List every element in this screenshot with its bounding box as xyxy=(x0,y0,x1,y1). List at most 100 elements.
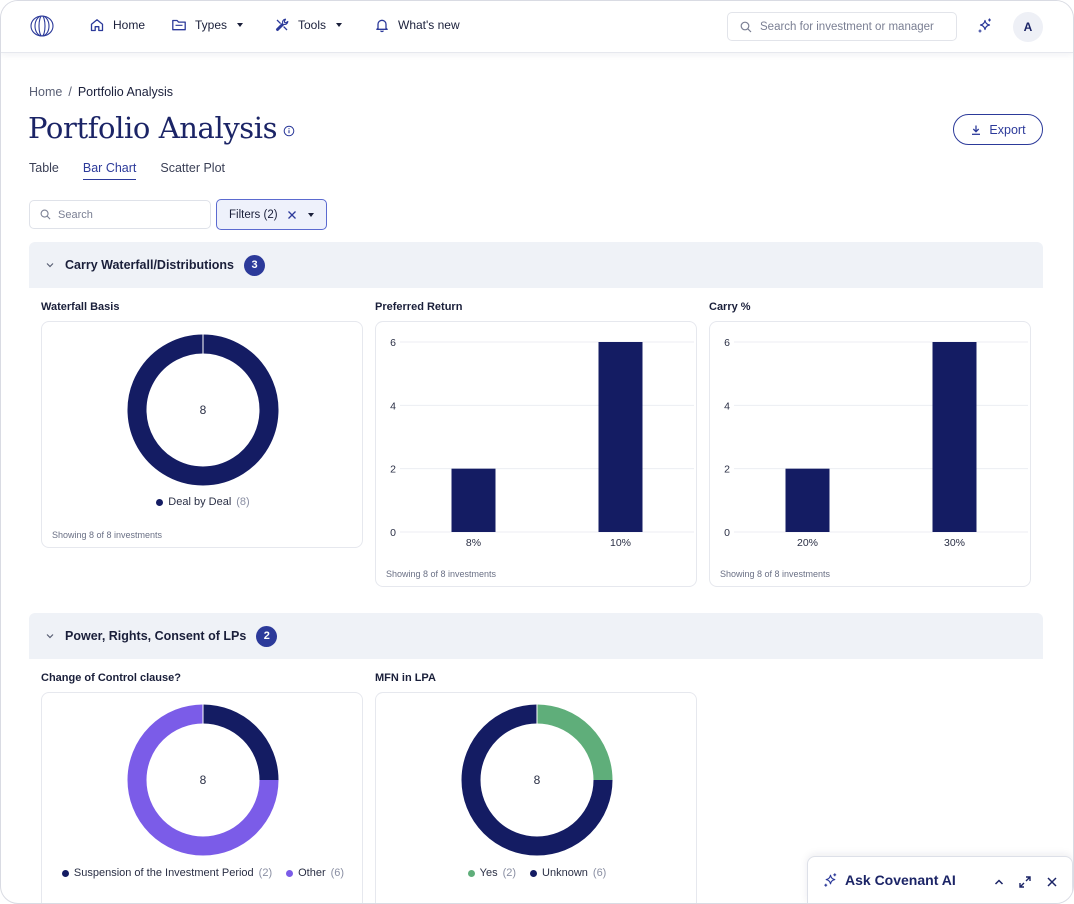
x-tick-label: 10% xyxy=(610,537,631,549)
chart-card-carry-percent: 0 2 4 6 20% 30% Showing 8 of 8 investments xyxy=(709,321,1031,587)
legend-dot xyxy=(530,869,538,877)
nav-whats-new[interactable]: What's new xyxy=(374,17,460,33)
bar[interactable] xyxy=(932,342,977,532)
chart-card-change-of-control: 8 Suspension of the Investment Period (2)… xyxy=(41,692,364,903)
tab-scatter-plot[interactable]: Scatter Plot xyxy=(160,161,226,175)
showing-count: Showing 8 of 8 investments xyxy=(720,569,831,579)
section-title: Power, Rights, Consent of LPs xyxy=(65,629,247,643)
nav-types[interactable]: Types xyxy=(171,17,244,33)
chart-legend: Yes (2) Unknown (6) xyxy=(376,867,698,879)
legend-count: (8) xyxy=(236,496,250,508)
chart-legend: Suspension of the Investment Period (2) Ot… xyxy=(42,867,364,879)
y-tick-label: 6 xyxy=(724,337,730,349)
legend-label: Deal by Deal xyxy=(168,496,232,508)
y-tick-label: 6 xyxy=(390,337,396,349)
donut-center-label: 8 xyxy=(534,773,541,787)
legend-item[interactable]: Unknown (6) xyxy=(530,867,606,879)
logo-icon[interactable] xyxy=(29,14,55,38)
filters-button[interactable]: Filters (2) xyxy=(216,199,327,230)
filters-label: Filters (2) xyxy=(229,208,278,221)
bar[interactable] xyxy=(598,342,643,532)
breadcrumb: Home / Portfolio Analysis xyxy=(29,85,173,99)
breadcrumb-current: Portfolio Analysis xyxy=(77,85,174,99)
top-navigation: Home Types Tools What's new A xyxy=(1,1,1073,53)
y-tick-label: 2 xyxy=(390,464,396,476)
folder-icon xyxy=(172,19,186,31)
legend-count: (2) xyxy=(502,867,517,879)
info-icon[interactable] xyxy=(283,125,295,137)
legend-item[interactable]: Suspension of the Investment Period (2) xyxy=(61,867,272,879)
chart-title: MFN in LPA xyxy=(375,672,436,684)
tab-table[interactable]: Table xyxy=(29,161,59,175)
donut-chart: 8 xyxy=(461,704,613,856)
legend-dot xyxy=(61,869,69,877)
donut-chart: 8 xyxy=(127,704,279,856)
legend-label: Suspension of the Investment Period xyxy=(73,867,254,879)
showing-count: Showing 8 of 8 investments xyxy=(52,530,163,540)
bar[interactable] xyxy=(785,468,830,532)
bar-chart: 0 2 4 6 8% 10% xyxy=(390,337,694,549)
y-tick-label: 4 xyxy=(390,400,396,412)
sparkle-icon[interactable] xyxy=(976,17,994,35)
donut-chart: 8 xyxy=(127,334,279,486)
legend-count: (6) xyxy=(592,867,607,879)
showing-count: Showing 8 of 8 investments xyxy=(386,569,497,579)
donut-slice[interactable] xyxy=(461,704,613,856)
view-tabs: Table Bar Chart Scatter Plot xyxy=(29,161,249,180)
legend-count: (6) xyxy=(330,867,345,879)
expand-icon[interactable] xyxy=(1018,875,1032,889)
donut-center-label: 8 xyxy=(200,403,207,417)
x-tick-label: 20% xyxy=(797,537,818,549)
tools-icon xyxy=(275,18,289,32)
chevron-down-icon[interactable] xyxy=(307,212,314,217)
search-field[interactable] xyxy=(29,200,211,229)
global-search[interactable] xyxy=(727,12,957,41)
export-label: Export xyxy=(989,122,1026,137)
count-badge: 2 xyxy=(256,625,278,647)
chart-card-waterfall-basis: 8 Deal by Deal (8) Showing 8 of 8 investm… xyxy=(41,321,363,548)
y-tick-label: 4 xyxy=(724,400,730,412)
y-tick-label: 0 xyxy=(724,527,730,539)
breadcrumb-home[interactable]: Home xyxy=(29,85,63,99)
chart-title: Carry % xyxy=(709,301,751,313)
close-icon[interactable] xyxy=(287,210,297,220)
legend-item[interactable]: Deal by Deal (8) xyxy=(156,496,250,508)
bar[interactable] xyxy=(451,468,496,532)
section-header-carry-waterfall[interactable]: Carry Waterfall/Distributions 3 xyxy=(29,242,1043,288)
legend-dot xyxy=(467,869,475,877)
page-title: Portfolio Analysis xyxy=(28,111,278,145)
breadcrumb-separator: / xyxy=(68,85,72,99)
chevron-down-icon[interactable] xyxy=(45,631,55,641)
global-search-input[interactable] xyxy=(760,20,950,33)
donut-slice[interactable] xyxy=(202,704,279,781)
export-button[interactable]: Export xyxy=(953,114,1043,145)
donut-slice[interactable] xyxy=(536,704,613,781)
chart-card-preferred-return: 0 2 4 6 8% 10% Showing 8 of 8 investments xyxy=(375,321,697,587)
nav-types-label: Types xyxy=(195,18,228,32)
nav-whats-new-label: What's new xyxy=(398,18,460,32)
legend-label: Yes xyxy=(479,867,498,879)
legend-item[interactable]: Other (6) xyxy=(286,867,344,879)
home-icon xyxy=(90,19,104,32)
chevron-up-icon[interactable] xyxy=(992,875,1006,889)
nav-tools[interactable]: Tools xyxy=(274,17,343,33)
x-tick-label: 8% xyxy=(466,537,481,549)
section-header-power-rights[interactable]: Power, Rights, Consent of LPs 2 xyxy=(29,613,1043,659)
close-icon[interactable] xyxy=(1045,875,1059,889)
bar-chart: 0 2 4 6 20% 30% xyxy=(724,337,1028,549)
chevron-down-icon[interactable] xyxy=(45,260,55,270)
download-icon xyxy=(972,125,981,135)
legend-item[interactable]: Yes (2) xyxy=(467,867,517,879)
nav-home[interactable]: Home xyxy=(89,17,145,33)
chart-title: Preferred Return xyxy=(375,301,463,313)
donut-slice[interactable] xyxy=(127,704,279,856)
tab-bar-chart[interactable]: Bar Chart xyxy=(82,161,137,180)
ask-ai-panel[interactable]: Ask Covenant AI xyxy=(807,856,1073,903)
bell-icon xyxy=(376,19,388,33)
avatar[interactable]: A xyxy=(1013,12,1043,42)
search-input[interactable] xyxy=(58,208,198,221)
donut-slice[interactable] xyxy=(127,334,279,486)
chevron-down-icon xyxy=(237,23,244,27)
y-tick-label: 0 xyxy=(390,527,396,539)
